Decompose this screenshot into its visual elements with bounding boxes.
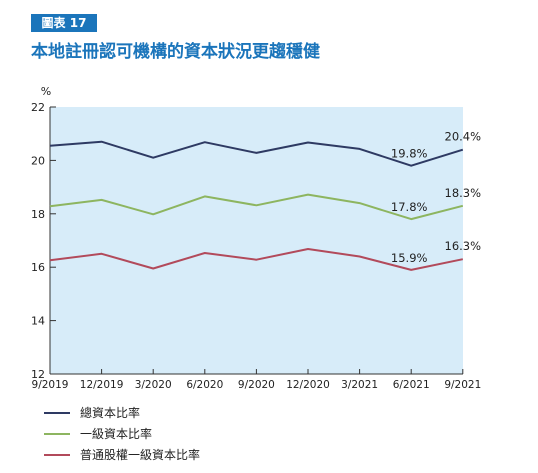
legend-label: 一級資本比率 [80, 427, 153, 441]
x-tick-label: 3/2021 [341, 379, 378, 391]
plot-area [50, 107, 463, 374]
x-tick-label: 12/2020 [286, 379, 330, 391]
y-tick-label: 12 [31, 368, 45, 381]
legend-item-total-capital: 總資本比率 [44, 402, 200, 423]
chart-title: 本地註冊認可機構的資本狀況更趨穩健 [31, 42, 320, 62]
x-tick-label: 12/2019 [80, 379, 124, 391]
y-tick-label: 22 [31, 101, 45, 114]
x-tick-label: 6/2020 [186, 379, 223, 391]
legend-label: 普通股權一級資本比率 [80, 448, 201, 462]
data-label: 15.9% [391, 251, 428, 265]
line-chart: % 12 14 16 18 20 22 9/2019 12/2019 3/2020 6/2020 9/… [31, 85, 482, 391]
y-tick-label: 18 [31, 208, 45, 221]
data-label: 18.3% [445, 186, 482, 200]
legend-item-tier1-capital: 一級資本比率 [44, 423, 200, 444]
y-tick-label: 20 [31, 154, 45, 167]
figure-badge: 圖表 17 [31, 14, 97, 32]
series-line-1 [49, 193, 464, 221]
series-line-0 [49, 140, 464, 167]
legend: 總資本比率 一級資本比率 普通股權一級資本比率 [44, 402, 200, 465]
x-tick-label: 9/2020 [238, 379, 275, 391]
x-tick-label: 9/2019 [32, 379, 69, 391]
legend-swatch [44, 432, 70, 435]
y-axis-unit-label: % [41, 85, 51, 98]
legend-swatch [44, 453, 70, 456]
legend-label: 總資本比率 [80, 406, 141, 420]
legend-item-cet1-capital: 普通股權一級資本比率 [44, 444, 200, 465]
data-label: 17.8% [391, 200, 428, 214]
x-tick-label: 9/2021 [444, 379, 481, 391]
x-tick-label: 6/2021 [393, 379, 430, 391]
x-tick-label: 3/2020 [135, 379, 172, 391]
y-tick-label: 16 [31, 261, 45, 274]
data-label: 20.4% [445, 130, 482, 144]
y-tick-label: 14 [31, 315, 45, 328]
data-label: 19.8% [391, 147, 428, 161]
series-line-2 [49, 248, 464, 271]
legend-swatch [44, 411, 70, 414]
data-label: 16.3% [445, 239, 482, 253]
